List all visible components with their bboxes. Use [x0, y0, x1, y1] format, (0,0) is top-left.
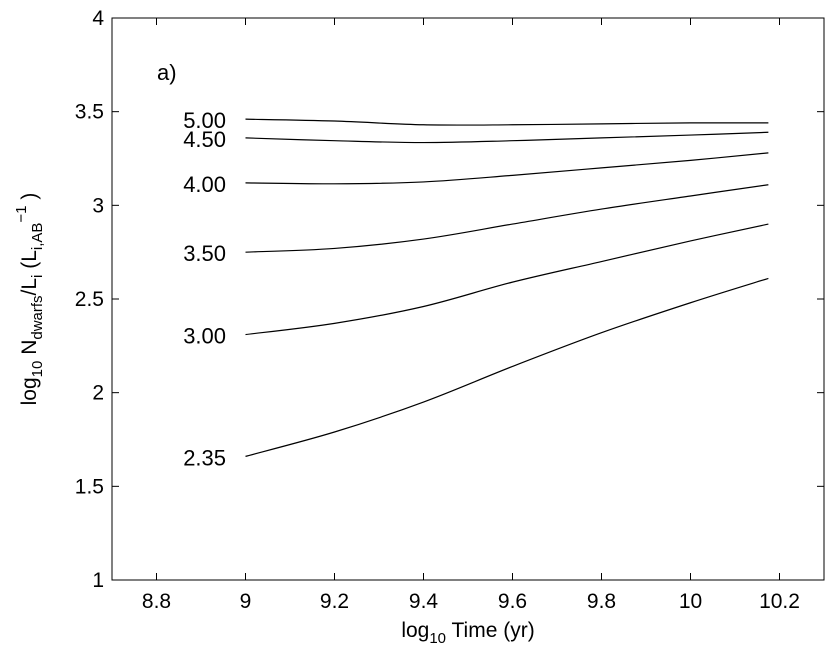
x-axis-label-rest: Time (yr) — [446, 619, 535, 642]
series-line-4.50 — [245, 131, 769, 144]
panel-label: a) — [157, 60, 177, 85]
series-line-3.00 — [245, 223, 769, 336]
x-axis-label-sub: 10 — [429, 630, 446, 647]
ticks: 8.8 9 9.2 9.4 9.6 9.8 10 10.2 1 1.5 2 2.5 3 3.5 4 — [75, 7, 824, 613]
x-axis-label-prefix: log — [401, 619, 429, 642]
x-tick-label: 9.8 — [587, 590, 616, 613]
y-axis-label-s1: 10 — [29, 361, 46, 378]
x-tick-label: 9.2 — [320, 590, 349, 613]
series-labels: 5.004.50 4.00 3.50 3.00 2.35 — [183, 108, 226, 470]
x-tick-label: 8.8 — [142, 590, 171, 613]
y-axis-label-p4: (L — [18, 250, 41, 275]
y-axis-label-s2: dwarfs — [29, 295, 46, 339]
y-axis-label-sup: −1 — [13, 205, 30, 222]
y-tick-label: 2 — [92, 382, 104, 405]
y-axis-label-s4: i,AB — [29, 223, 46, 251]
series-label-4.50: 4.50 — [183, 127, 226, 152]
y-tick-label: 2.5 — [75, 288, 104, 311]
series-label-3.50: 3.50 — [183, 241, 226, 266]
y-tick-label: 4 — [92, 7, 104, 30]
y-axis-label: log10 Ndwarfs/Li (Li,AB−1 ) — [13, 193, 46, 406]
y-axis-label-p3: /L — [18, 278, 41, 296]
y-tick-label: 3 — [92, 194, 104, 217]
series-line-3.50 — [245, 184, 769, 253]
series-label-3.00: 3.00 — [183, 324, 226, 349]
y-axis-label-p1: log — [18, 377, 41, 405]
series-line-4.00 — [245, 152, 769, 185]
series-label-5.00: 5.00 — [183, 108, 226, 133]
x-tick-label: 10 — [679, 590, 702, 613]
plot-area — [111, 17, 825, 581]
series-lines — [245, 118, 769, 457]
x-tick-label: 9.6 — [498, 590, 527, 613]
series-label-4.00: 4.00 — [183, 172, 226, 197]
y-tick-label: 1 — [92, 569, 104, 592]
x-tick-label: 9.4 — [409, 590, 439, 613]
y-axis-label-p5: ) — [18, 193, 41, 206]
y-axis-label-p2: N — [18, 340, 41, 361]
x-tick-label: 9 — [240, 590, 252, 613]
y-tick-label: 3.5 — [75, 101, 104, 124]
x-tick-label: 10.2 — [759, 590, 800, 613]
y-tick-label: 1.5 — [75, 475, 104, 498]
series-line-2.35 — [245, 277, 769, 457]
series-line-5.00 — [245, 118, 769, 126]
x-axis-label: log10 Time (yr) — [401, 619, 534, 647]
y-axis-label-s3: i — [29, 275, 46, 278]
series-label-2.35: 2.35 — [183, 445, 226, 470]
